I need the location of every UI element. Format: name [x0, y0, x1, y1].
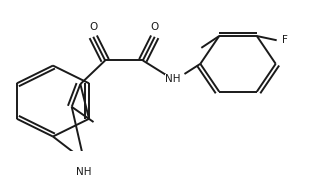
Text: NH: NH — [76, 167, 92, 177]
Text: F: F — [282, 35, 288, 45]
Text: O: O — [89, 22, 97, 32]
Text: NH: NH — [165, 74, 180, 84]
Text: O: O — [151, 22, 159, 32]
